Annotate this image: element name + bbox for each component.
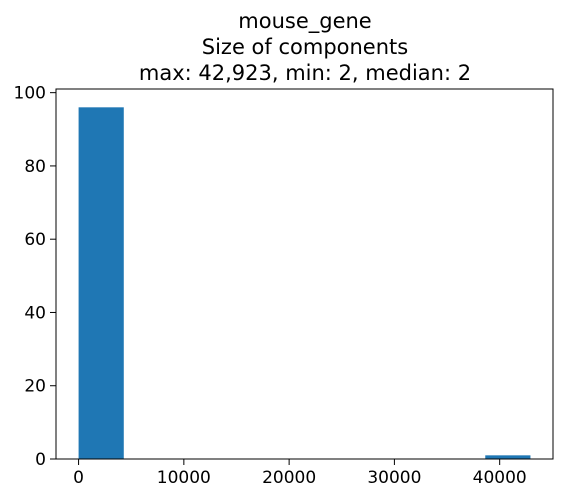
x-axis: 0 10000 20000 30000 40000 [73,459,527,488]
plot-frame [55,88,554,460]
x-tick-label-0: 0 [73,468,84,488]
title-line-2: Size of components [202,35,408,59]
bars-group [78,107,531,459]
x-tick-label-30000: 30000 [367,468,421,488]
y-tick-label-80: 80 [24,157,46,177]
y-axis: 0 20 40 60 80 100 [14,84,56,470]
title-line-1: mouse_gene [238,9,371,34]
histogram-bar-9 [485,455,531,459]
chart-title: mouse_gene Size of components max: 42,92… [139,9,471,85]
x-tick-label-10000: 10000 [157,468,211,488]
title-line-3: max: 42,923, min: 2, median: 2 [139,61,471,85]
y-tick-label-60: 60 [24,230,46,250]
x-tick-label-20000: 20000 [262,468,316,488]
y-tick-label-20: 20 [24,377,46,397]
histogram-bar-0 [78,107,124,459]
y-tick-label-100: 100 [14,84,46,104]
y-tick-label-40: 40 [24,303,46,323]
y-tick-label-0: 0 [35,450,46,470]
x-tick-label-40000: 40000 [473,468,527,488]
